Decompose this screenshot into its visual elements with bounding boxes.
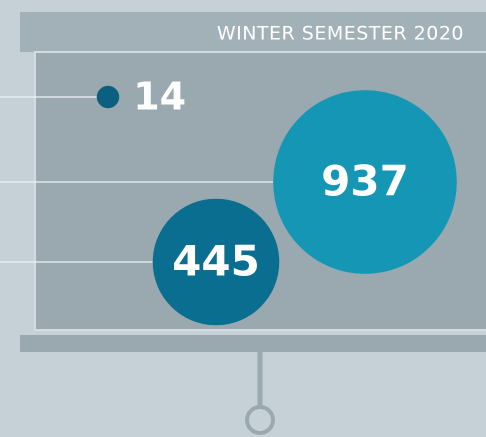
bubble <box>96 85 120 109</box>
value-label: 937 <box>321 157 409 206</box>
screen-bar <box>20 335 486 352</box>
stand-ring <box>245 405 275 435</box>
value-label: 445 <box>172 237 260 286</box>
bubble <box>152 198 280 326</box>
bubble <box>273 90 457 274</box>
bubbles: 14 937 445 <box>0 75 457 326</box>
screen-header <box>20 12 486 52</box>
chart-title: WINTER SEMESTER 2020 <box>217 23 464 45</box>
value-label: 14 <box>133 75 186 119</box>
